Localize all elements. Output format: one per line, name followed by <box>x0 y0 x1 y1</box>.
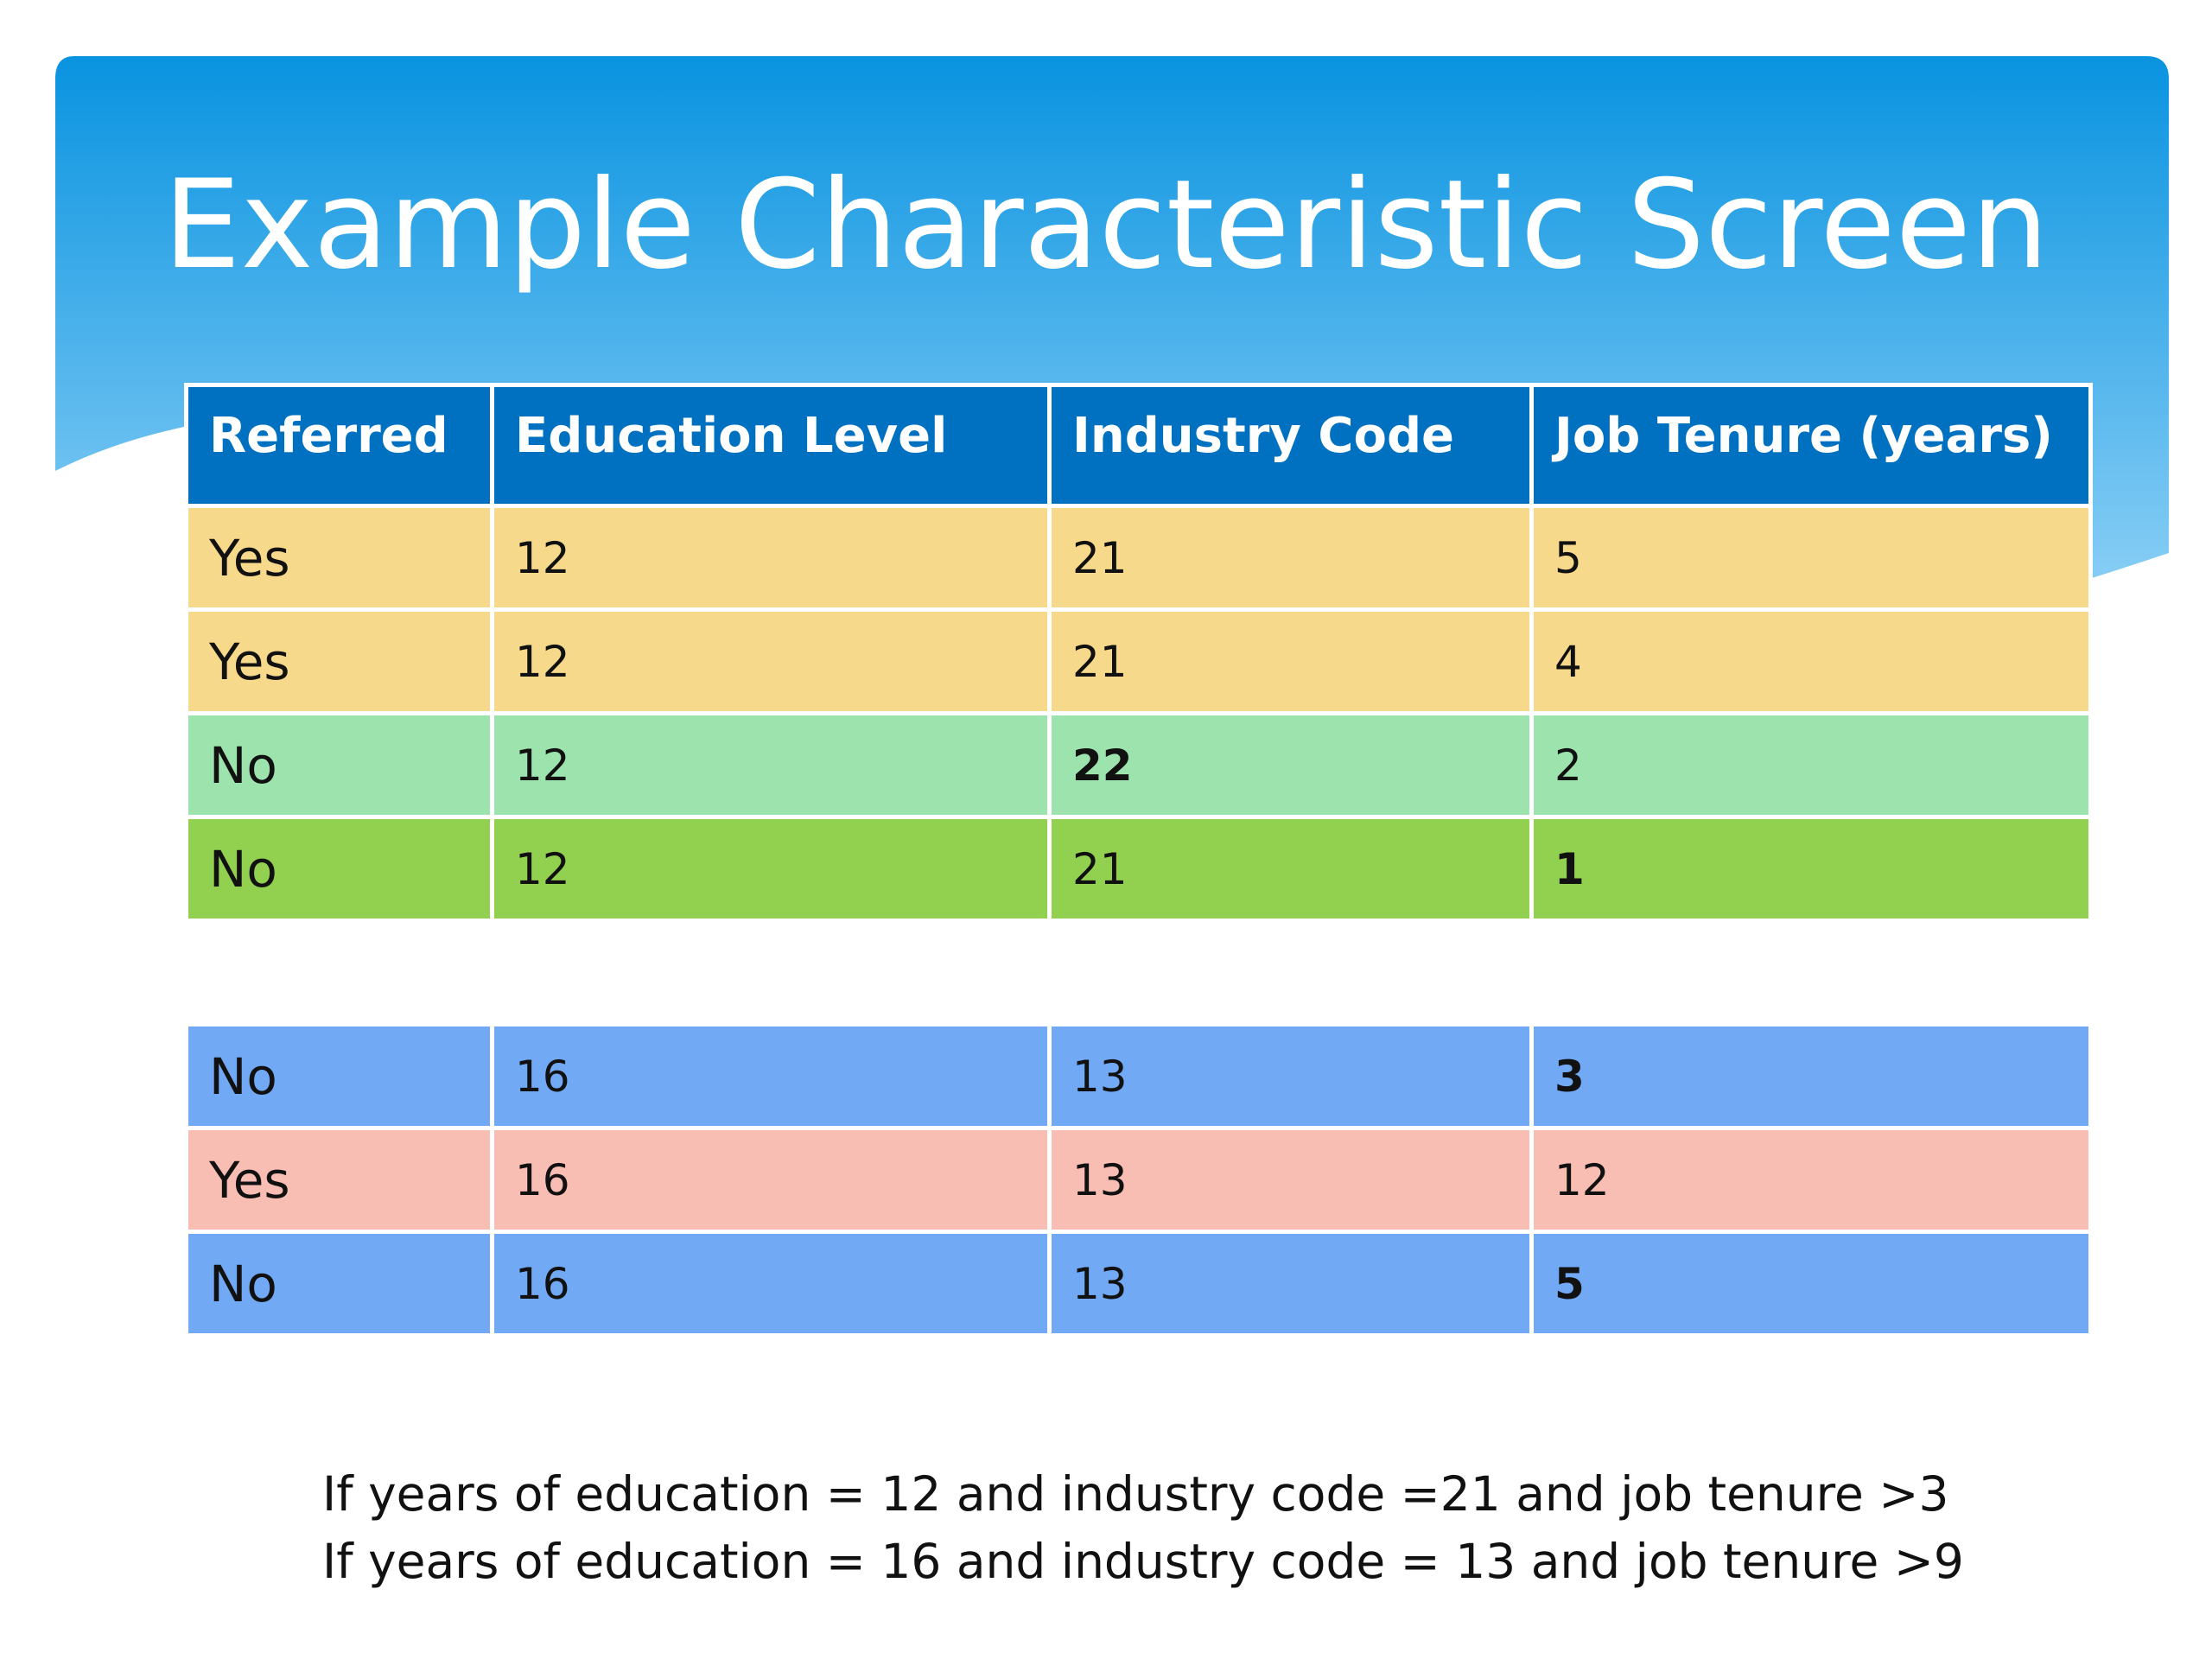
characteristic-table: Referred Education Level Industry Code J… <box>184 383 2093 1338</box>
table-row: Yes 12 21 5 <box>184 504 2093 612</box>
education-level-cell: 16 <box>490 1022 1052 1130</box>
title-banner <box>55 56 2169 579</box>
industry-code-cell: 13 <box>1047 1230 1534 1338</box>
education-level-cell: 16 <box>490 1230 1052 1338</box>
job-tenure-cell: 1 <box>1529 815 2093 923</box>
referred-cell: No <box>184 1022 494 1130</box>
table-row: No 16 13 3 <box>184 1022 2093 1130</box>
table-row: No 12 21 1 <box>184 815 2093 923</box>
education-level-cell: 12 <box>490 607 1052 715</box>
spacer-cell <box>1529 918 2093 1027</box>
education-level-cell: 16 <box>490 1126 1052 1234</box>
referred-cell: No <box>184 711 494 819</box>
table-row: Yes 16 13 12 <box>184 1126 2093 1234</box>
job-tenure-cell: 4 <box>1529 607 2093 715</box>
column-header: Job Tenure (years) <box>1529 383 2093 508</box>
column-header: Education Level <box>490 383 1052 508</box>
job-tenure-cell: 3 <box>1529 1022 2093 1130</box>
column-header: Referred <box>184 383 494 508</box>
footnote-line: If years of education = 12 and industry … <box>322 1466 1949 1522</box>
education-level-cell: 12 <box>490 504 1052 612</box>
industry-code-cell: 22 <box>1047 711 1534 819</box>
footnote-line: If years of education = 16 and industry … <box>322 1534 1964 1589</box>
job-tenure-cell: 5 <box>1529 504 2093 612</box>
job-tenure-cell: 12 <box>1529 1126 2093 1234</box>
industry-code-cell: 21 <box>1047 815 1534 923</box>
table-header-row: Referred Education Level Industry Code J… <box>184 383 2093 508</box>
referred-cell: Yes <box>184 1126 494 1234</box>
spacer-cell <box>490 918 1052 1027</box>
education-level-cell: 12 <box>490 711 1052 819</box>
spacer-cell <box>1047 918 1534 1027</box>
table-row: No 12 22 2 <box>184 711 2093 819</box>
slide-title: Example Characteristic Screen <box>162 154 2050 296</box>
referred-cell: Yes <box>184 504 494 612</box>
table-spacer-row <box>184 918 2093 1027</box>
spacer-cell <box>184 918 494 1027</box>
industry-code-cell: 21 <box>1047 607 1534 715</box>
referred-cell: No <box>184 1230 494 1338</box>
referred-cell: Yes <box>184 607 494 715</box>
rule-footnote: If years of education = 12 and industry … <box>322 1460 2137 1595</box>
industry-code-cell: 21 <box>1047 504 1534 612</box>
job-tenure-cell: 5 <box>1529 1230 2093 1338</box>
industry-code-cell: 13 <box>1047 1022 1534 1130</box>
referred-cell: No <box>184 815 494 923</box>
table-row: No 16 13 5 <box>184 1230 2093 1338</box>
industry-code-cell: 13 <box>1047 1126 1534 1234</box>
education-level-cell: 12 <box>490 815 1052 923</box>
column-header: Industry Code <box>1047 383 1534 508</box>
job-tenure-cell: 2 <box>1529 711 2093 819</box>
table-row: Yes 12 21 4 <box>184 607 2093 715</box>
